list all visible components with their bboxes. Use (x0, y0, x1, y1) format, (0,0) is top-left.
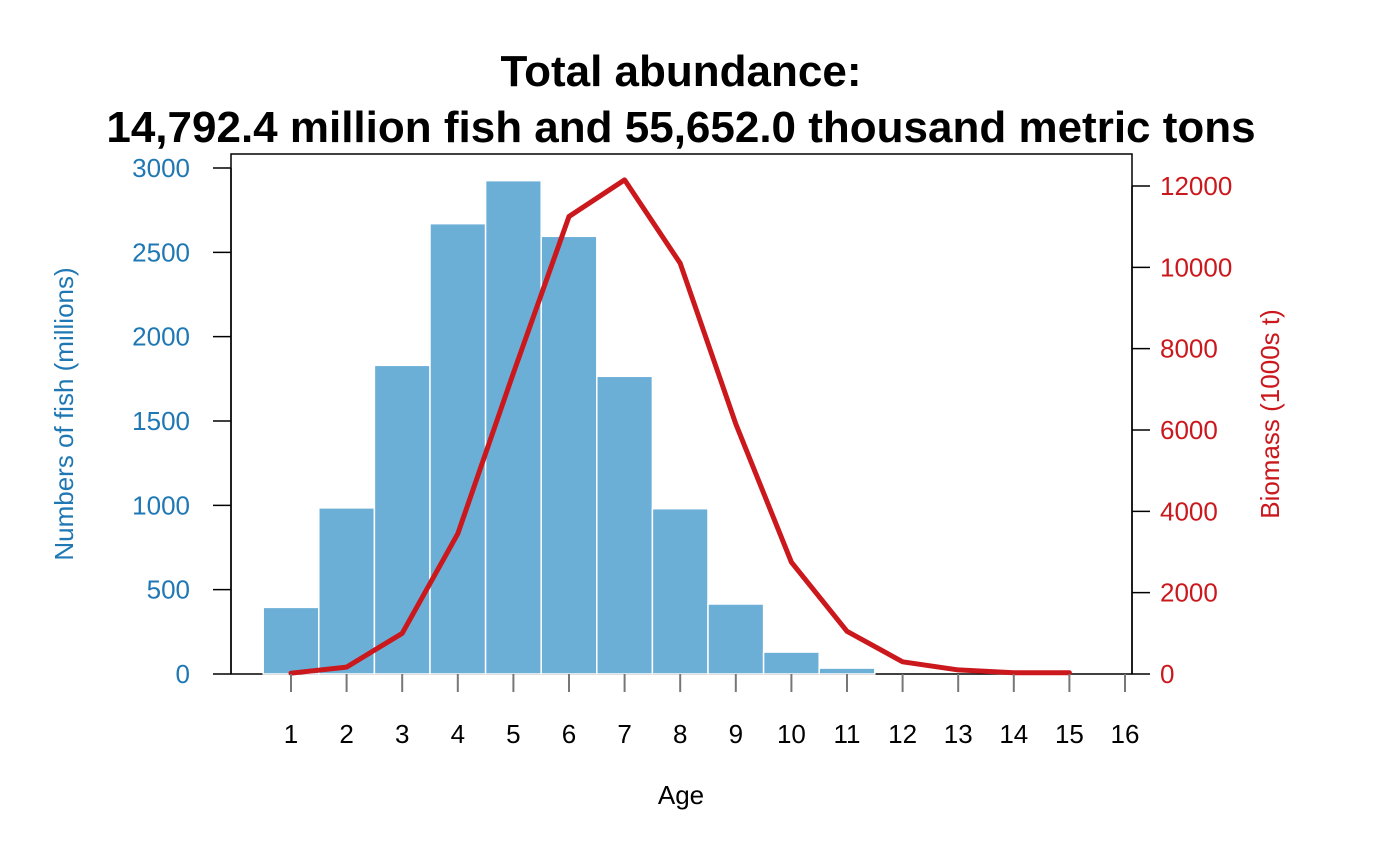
x-tick-label: 15 (1055, 719, 1084, 749)
y-left-tick-label: 500 (147, 575, 190, 605)
bar-age-7 (596, 375, 654, 675)
y-axis-left: 0 500 1000 1500 2000 2500 3000 (132, 153, 232, 689)
y-left-tick-label: 2500 (132, 237, 190, 267)
y-right-tick-label: 4000 (1160, 496, 1218, 526)
y-right-tick-label: 10000 (1160, 252, 1232, 282)
x-tick-label: 2 (339, 719, 353, 749)
y-left-tick-label: 3000 (132, 153, 190, 183)
x-tick-label: 10 (777, 719, 806, 749)
y-right-tick-label: 0 (1160, 659, 1174, 689)
x-tick-label: 9 (729, 719, 743, 749)
x-axis-label: Age (658, 780, 704, 810)
bar-age-9 (707, 603, 765, 675)
bar-age-3 (373, 364, 431, 675)
y-axis-right-label: Biomass (1000s t) (1255, 309, 1285, 519)
y-left-tick-label: 1000 (132, 490, 190, 520)
bar-age-4 (429, 222, 487, 675)
biomass-line (288, 177, 1072, 676)
x-tick-label: 1 (284, 719, 298, 749)
x-tick-label: 5 (506, 719, 520, 749)
x-tick-label: 16 (1111, 719, 1140, 749)
chart-title-line1: Total abundance: (501, 47, 862, 96)
biomass-line-series (288, 177, 1072, 676)
x-tick-label: 11 (834, 719, 861, 749)
y-right-tick-label: 6000 (1160, 415, 1218, 445)
x-tick-label: 12 (888, 719, 917, 749)
bar-series (262, 179, 876, 675)
y-axis-right: 0 2000 4000 6000 8000 10000 12000 (1131, 171, 1232, 689)
bar-age-2 (318, 507, 376, 675)
x-tick-label: 13 (944, 719, 973, 749)
bar-age-10 (762, 651, 820, 675)
y-left-tick-label: 2000 (132, 322, 190, 352)
bar-age-1 (262, 606, 320, 675)
x-tick-label: 7 (617, 719, 631, 749)
y-right-tick-label: 8000 (1160, 334, 1218, 364)
y-right-tick-label: 2000 (1160, 578, 1218, 608)
x-tick-label: 14 (999, 719, 1028, 749)
chart-title-line2: 14,792.4 million fish and 55,652.0 thous… (106, 103, 1255, 152)
x-tick-label: 8 (673, 719, 687, 749)
y-left-tick-label: 1500 (132, 406, 190, 436)
y-left-tick-label: 0 (176, 659, 190, 689)
bar-age-8 (651, 507, 709, 675)
x-axis: 1 2 3 4 5 6 7 8 9 10 11 12 13 14 15 16 (284, 674, 1140, 749)
y-right-tick-label: 12000 (1160, 171, 1232, 201)
bar-age-6 (540, 235, 598, 675)
x-tick-label: 4 (451, 719, 465, 749)
x-tick-label: 6 (562, 719, 576, 749)
bar-age-11 (818, 667, 876, 675)
x-tick-label: 3 (395, 719, 409, 749)
y-axis-left-label: Numbers of fish (millions) (49, 267, 79, 560)
